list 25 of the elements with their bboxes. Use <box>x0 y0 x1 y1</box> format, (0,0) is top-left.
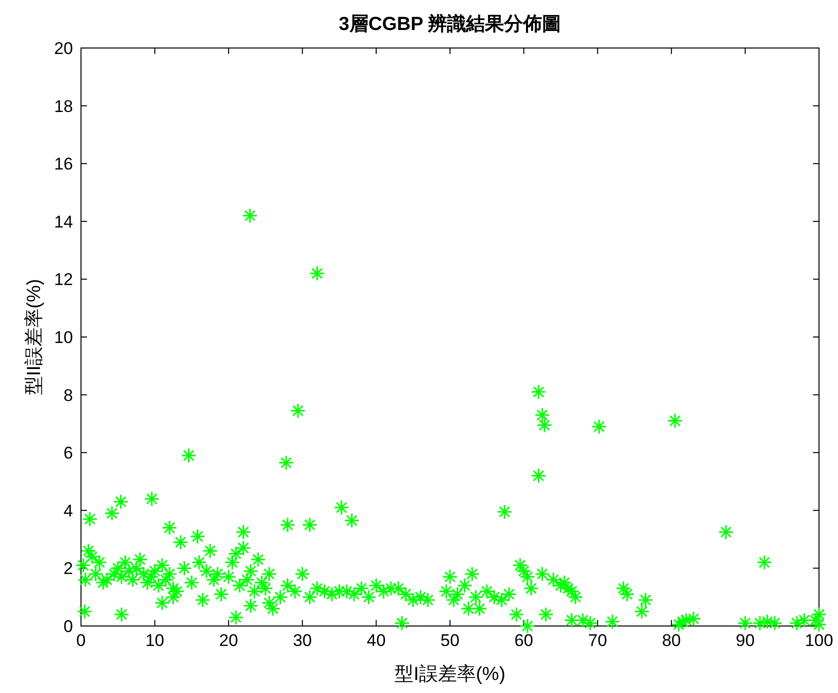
x-tick-label: 90 <box>736 631 755 650</box>
y-tick-label: 16 <box>54 154 73 174</box>
y-tick-label: 4 <box>64 501 73 520</box>
y-tick-label: 14 <box>54 212 73 232</box>
y-tick-label: 20 <box>54 39 73 58</box>
y-tick-label: 10 <box>54 328 73 347</box>
chart-title: 3層CGBP 辨識結果分佈圖 <box>338 13 562 35</box>
x-tick-label: 30 <box>292 631 312 650</box>
y-axis-title: 型II誤差率(%) <box>23 278 45 396</box>
y-tick-label: 8 <box>64 386 73 405</box>
x-tick-label: 100 <box>804 631 834 650</box>
x-tick-label: 60 <box>514 631 534 650</box>
x-tick-label: 50 <box>440 631 460 650</box>
x-axis-title: 型I誤差率(%) <box>394 663 506 685</box>
x-tick-label: 40 <box>366 631 386 650</box>
x-tick-label: 70 <box>588 631 608 650</box>
x-tick-label: 0 <box>76 631 86 650</box>
x-tick-label: 80 <box>662 631 681 650</box>
y-tick-label: 0 <box>64 617 73 636</box>
y-tick-label: 6 <box>64 444 73 463</box>
y-tick-label: 2 <box>64 559 73 578</box>
x-tick-label: 20 <box>219 631 238 650</box>
y-tick-label: 18 <box>54 96 73 116</box>
y-tick-label: 12 <box>54 270 73 290</box>
x-tick-label: 10 <box>145 631 164 650</box>
